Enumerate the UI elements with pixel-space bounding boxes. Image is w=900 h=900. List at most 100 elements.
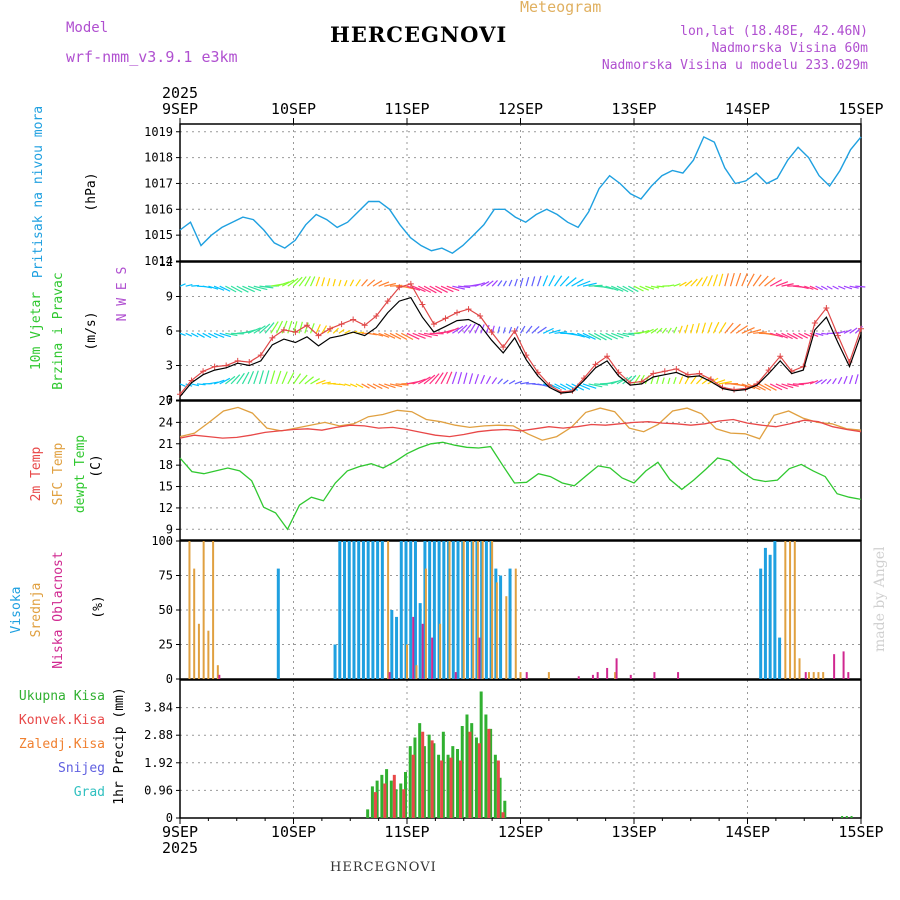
mid-cloud-bar	[547, 672, 550, 679]
wind-barb	[770, 332, 784, 338]
wind-barb	[384, 282, 396, 287]
wind-barb	[719, 381, 732, 385]
wind-speed-marker	[303, 322, 310, 329]
y-tick-label: 1018	[144, 151, 173, 165]
wind-barb	[219, 285, 231, 292]
wind-barb	[196, 383, 206, 386]
mid-cloud-bar	[472, 541, 475, 679]
total-precip-bar	[422, 746, 426, 818]
wind-barb	[678, 376, 684, 385]
wind-barb	[372, 332, 384, 337]
wind-speed-marker	[811, 319, 818, 326]
y-tick-label: 1.92	[144, 756, 173, 770]
total-precip-bar	[484, 714, 488, 818]
cloud-unit: (%)	[91, 595, 106, 618]
wind-speed-marker	[834, 332, 841, 339]
wind-barb	[701, 322, 707, 334]
wind-barb	[758, 275, 769, 287]
wind-barb	[412, 285, 426, 293]
wind-barb	[378, 383, 390, 389]
high-cloud-title: Visoka	[9, 587, 24, 634]
wind-barb	[435, 285, 448, 293]
wind-speed-marker	[211, 363, 218, 370]
low-cloud-bar	[615, 658, 618, 679]
wind-barb	[508, 326, 513, 334]
wind-barb	[798, 332, 809, 339]
wind-barb	[537, 326, 547, 334]
low-cloud-bar	[804, 672, 807, 679]
wind-barb	[321, 381, 331, 385]
wind-barb	[480, 374, 486, 385]
wind-speed-marker	[315, 332, 322, 339]
wind-barb	[747, 329, 762, 334]
wind-barb	[520, 381, 529, 385]
wind-barb	[684, 280, 693, 287]
total-precip-bar	[474, 737, 478, 818]
pressure-title: Pritisak na nivou mora	[31, 106, 46, 278]
total-precip-bar	[456, 749, 460, 818]
wind-speed-marker	[500, 344, 507, 351]
coords-info: lon,lat (18.48E, 42.46N)	[680, 24, 868, 39]
wind-speed-marker	[454, 309, 461, 316]
wind-barb	[281, 320, 288, 334]
wind-speed-marker	[465, 306, 472, 313]
mid-cloud-bar	[519, 672, 522, 679]
mid-cloud-bar	[406, 644, 408, 679]
total-precip-bar	[493, 754, 497, 818]
high-cloud-bar	[428, 541, 432, 679]
total-precip-bar	[432, 743, 436, 818]
date-label-top: 13SEP	[611, 100, 656, 118]
date-label-bottom: 15SEP	[838, 823, 883, 841]
wind-barb	[457, 371, 463, 385]
wind-barb	[485, 324, 490, 334]
mid-cloud-title: Srednja	[29, 583, 44, 638]
wind-barb	[616, 332, 630, 338]
wind-barb	[565, 277, 577, 287]
model-label: Model	[66, 20, 109, 36]
total-precip-bar	[441, 731, 445, 818]
wind-speed-marker	[777, 353, 784, 360]
mid-cloud-bar	[817, 672, 820, 679]
wind-barb	[440, 285, 454, 293]
wind-speed-marker	[661, 368, 668, 375]
wind-barb	[179, 383, 186, 387]
wind-barb	[701, 276, 708, 287]
wind-barb	[298, 374, 308, 385]
wind-barb	[253, 285, 268, 291]
high-cloud-bar	[432, 541, 436, 679]
conv-precip-bar	[501, 812, 505, 818]
high-cloud-bar	[484, 541, 488, 679]
wind-barb	[656, 285, 665, 288]
wind-barb	[474, 282, 485, 287]
wind-barb	[690, 278, 698, 287]
wind-barb	[474, 373, 479, 385]
wind-barb	[599, 332, 613, 341]
high-cloud-bar	[371, 541, 375, 679]
wind-barb	[594, 383, 609, 386]
wind-barb	[514, 278, 518, 287]
wind-barb	[804, 285, 814, 290]
total-precip-bar	[498, 777, 502, 818]
wind-barb	[276, 281, 290, 287]
wind-barb	[616, 285, 629, 293]
wind-barb	[202, 285, 213, 289]
wind-barb	[713, 379, 726, 385]
y-tick-label: 12	[159, 501, 173, 515]
mid-cloud-bar	[197, 623, 200, 679]
wind-barb	[418, 376, 431, 385]
wind-barb	[315, 379, 326, 385]
wind-speed-marker	[823, 305, 830, 311]
wind-speed-marker	[488, 329, 495, 336]
y-tick-label: 9	[166, 290, 173, 304]
year-label-bottom: 2025	[162, 839, 198, 857]
high-cloud-bar	[763, 547, 767, 679]
mid-cloud-bar	[439, 623, 442, 679]
wind-barb	[350, 383, 358, 388]
high-cloud-bar	[768, 554, 772, 679]
total-precip-bar	[389, 780, 393, 818]
wind-barb	[219, 377, 231, 385]
mid-cloud-bar	[202, 541, 205, 679]
total-precip-bar	[446, 754, 450, 818]
wind-barb	[712, 321, 720, 334]
wind-barb	[577, 332, 591, 339]
